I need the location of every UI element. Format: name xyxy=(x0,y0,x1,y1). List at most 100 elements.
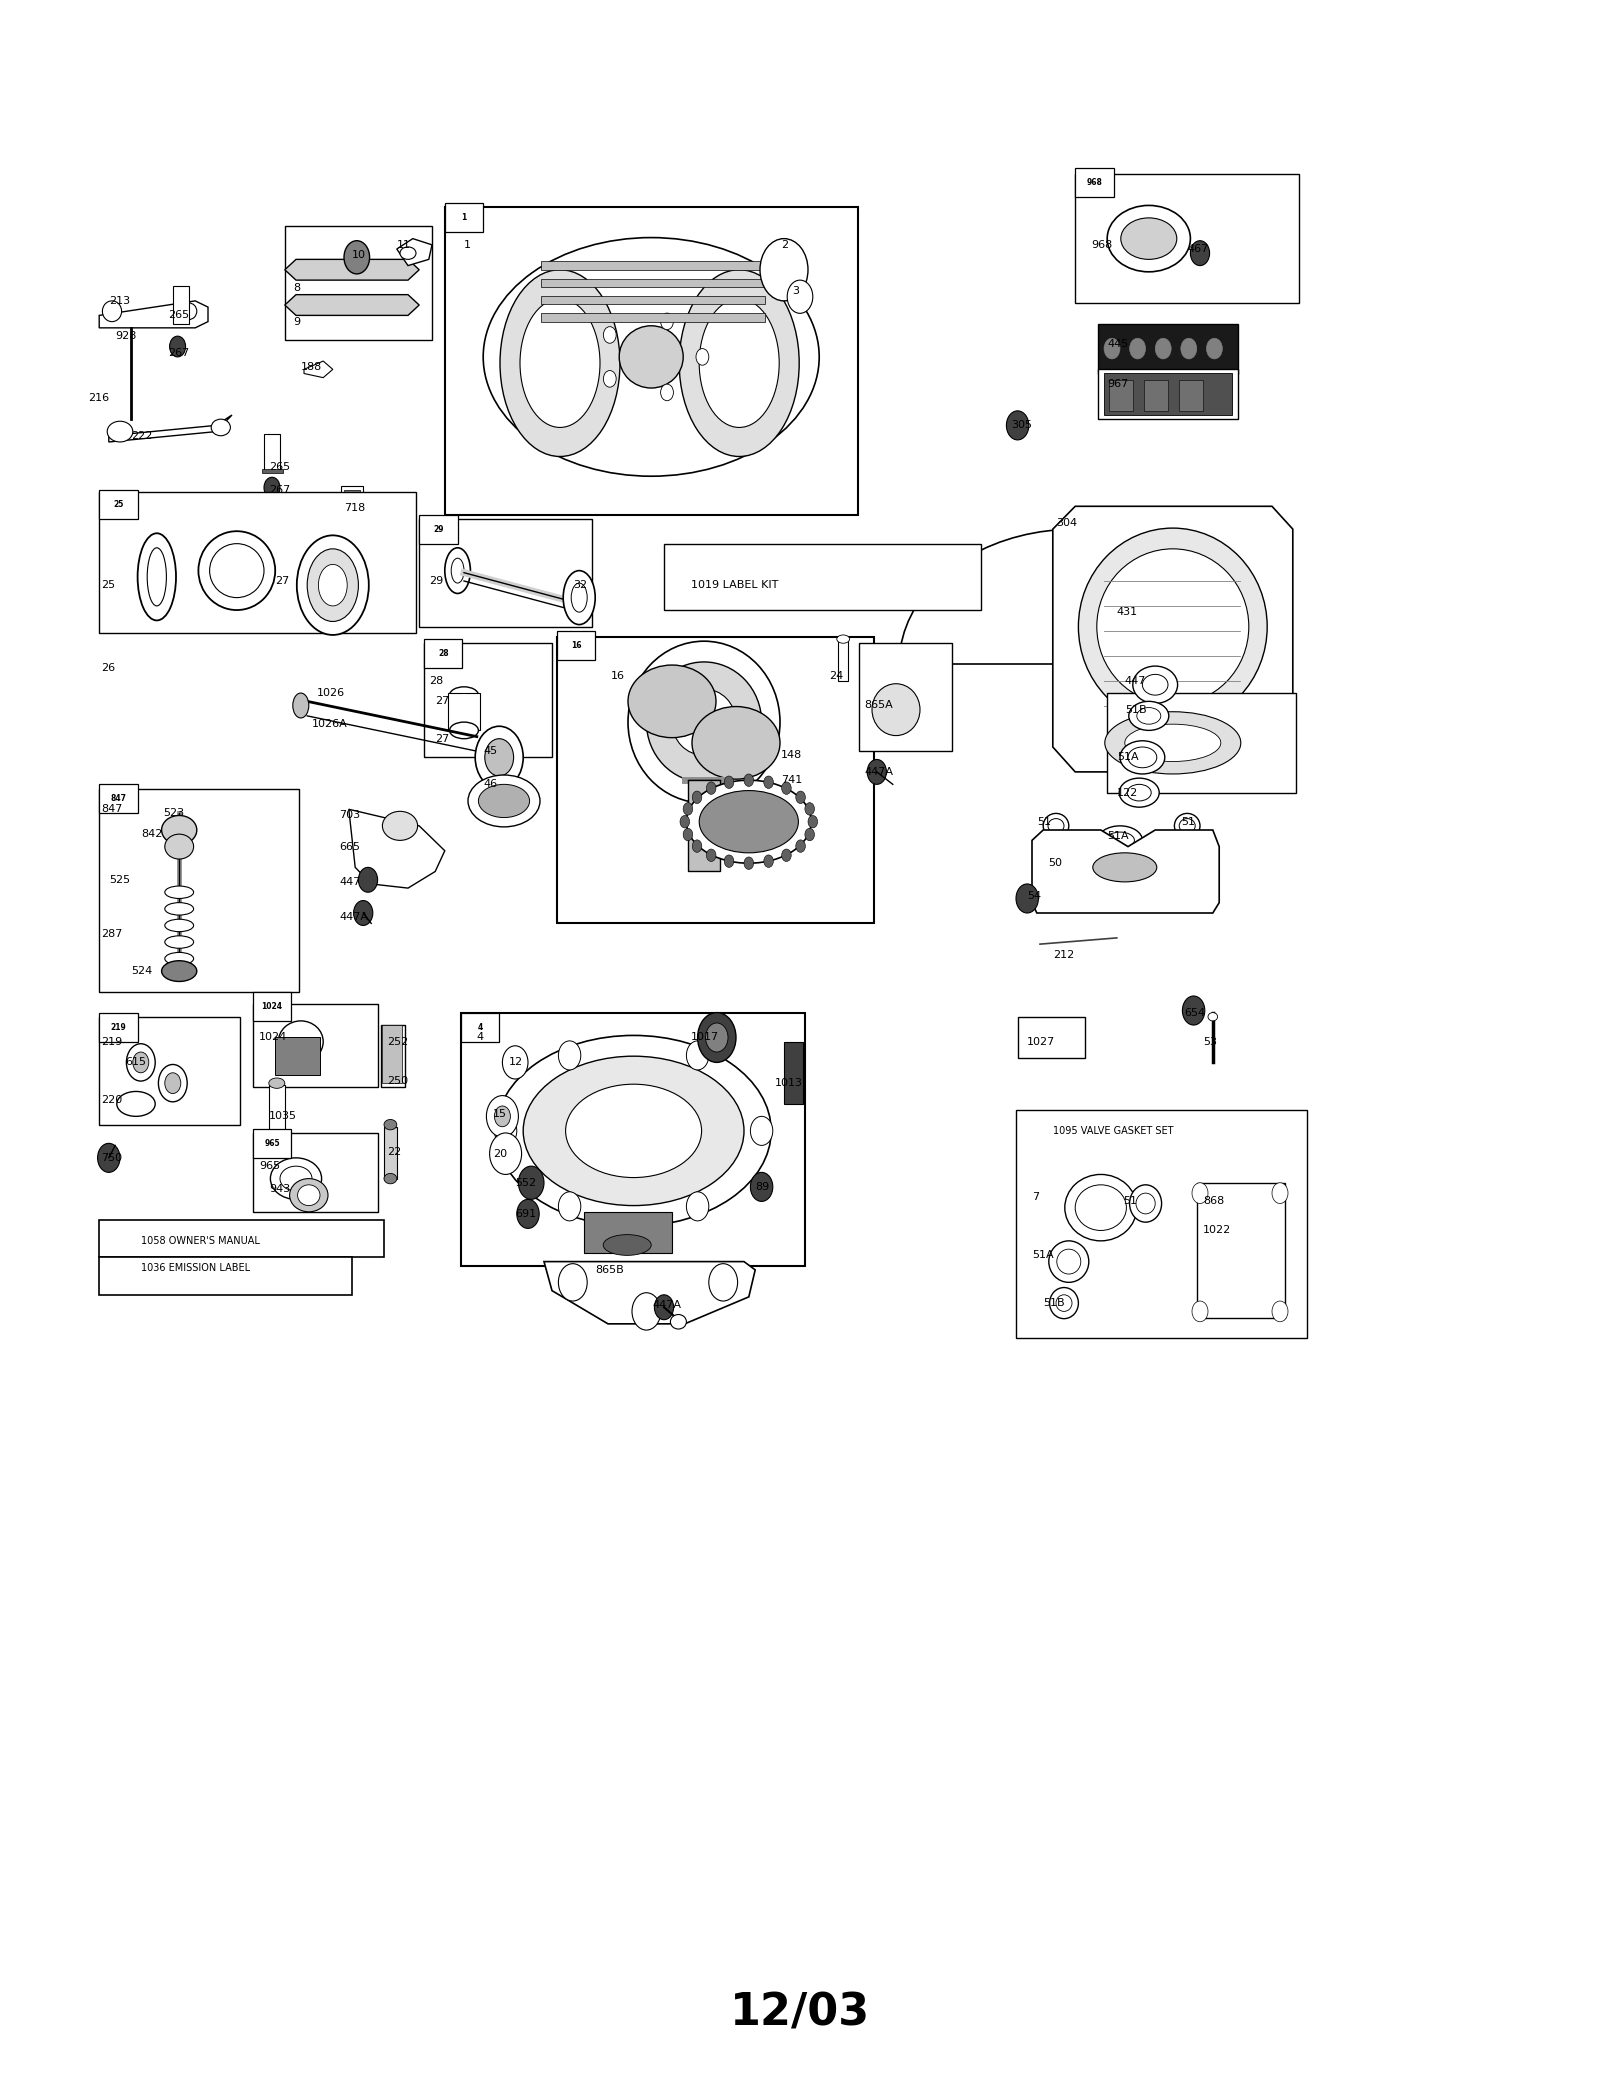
Text: 8: 8 xyxy=(293,284,299,293)
Ellipse shape xyxy=(563,571,595,625)
Bar xyxy=(1098,369,1238,419)
Text: 27: 27 xyxy=(435,697,450,706)
Bar xyxy=(541,261,765,270)
Bar xyxy=(253,1004,378,1087)
Polygon shape xyxy=(544,1262,755,1324)
Text: 50: 50 xyxy=(1048,859,1062,867)
Bar xyxy=(541,278,765,286)
Circle shape xyxy=(686,1042,709,1071)
Ellipse shape xyxy=(1208,1013,1218,1021)
Ellipse shape xyxy=(691,706,781,778)
Bar xyxy=(419,519,592,627)
Text: 847: 847 xyxy=(110,795,126,803)
Text: 703: 703 xyxy=(339,811,360,820)
Ellipse shape xyxy=(1136,708,1162,724)
Text: 213: 213 xyxy=(109,297,130,305)
Ellipse shape xyxy=(1136,1193,1155,1214)
Ellipse shape xyxy=(680,270,800,456)
Ellipse shape xyxy=(210,544,264,598)
Text: 287: 287 xyxy=(101,930,122,938)
Circle shape xyxy=(1181,338,1197,359)
Text: 552: 552 xyxy=(515,1179,536,1187)
Text: 15: 15 xyxy=(493,1110,507,1118)
Text: 51A: 51A xyxy=(1117,753,1139,762)
Text: 965: 965 xyxy=(264,1139,280,1147)
Bar xyxy=(253,1129,291,1158)
Circle shape xyxy=(490,1133,522,1174)
Bar xyxy=(1109,380,1133,411)
Circle shape xyxy=(1192,1183,1208,1204)
Ellipse shape xyxy=(1050,1286,1078,1320)
Ellipse shape xyxy=(1075,1185,1126,1230)
Circle shape xyxy=(661,384,674,400)
Ellipse shape xyxy=(1066,1174,1136,1241)
Text: 1: 1 xyxy=(461,214,467,222)
Ellipse shape xyxy=(384,1120,397,1129)
Text: 467: 467 xyxy=(1187,245,1208,253)
Circle shape xyxy=(750,1116,773,1145)
Ellipse shape xyxy=(269,1079,285,1089)
Ellipse shape xyxy=(690,708,718,737)
Circle shape xyxy=(603,326,616,342)
Circle shape xyxy=(686,1191,709,1220)
Circle shape xyxy=(683,803,693,815)
Text: 51: 51 xyxy=(1123,1197,1138,1206)
Text: 54: 54 xyxy=(1027,892,1042,901)
Ellipse shape xyxy=(1128,747,1157,768)
Circle shape xyxy=(1192,1301,1208,1322)
Text: 220: 220 xyxy=(101,1096,122,1104)
Text: 523: 523 xyxy=(163,809,184,818)
Text: 28: 28 xyxy=(429,676,443,685)
Ellipse shape xyxy=(270,1158,322,1199)
Text: 1022: 1022 xyxy=(1203,1226,1232,1235)
Text: 865A: 865A xyxy=(864,701,893,710)
Ellipse shape xyxy=(1093,853,1157,882)
Polygon shape xyxy=(285,259,419,280)
Text: 16: 16 xyxy=(611,672,626,681)
Text: 27: 27 xyxy=(435,735,450,743)
Circle shape xyxy=(517,1199,539,1228)
Text: 847: 847 xyxy=(101,805,122,813)
Ellipse shape xyxy=(198,531,275,610)
Ellipse shape xyxy=(1050,1241,1088,1282)
Text: 51: 51 xyxy=(1037,818,1051,826)
Ellipse shape xyxy=(165,834,194,859)
Circle shape xyxy=(680,815,690,828)
Circle shape xyxy=(787,280,813,313)
Circle shape xyxy=(706,849,715,861)
Ellipse shape xyxy=(293,693,309,718)
Ellipse shape xyxy=(117,1091,155,1116)
Ellipse shape xyxy=(165,936,194,948)
Text: 122: 122 xyxy=(1117,788,1138,797)
Ellipse shape xyxy=(478,784,530,818)
Text: 51A: 51A xyxy=(1032,1251,1054,1260)
Text: 89: 89 xyxy=(755,1183,770,1191)
Circle shape xyxy=(518,1166,544,1199)
Ellipse shape xyxy=(165,886,194,898)
Text: 46: 46 xyxy=(483,780,498,788)
Text: 2: 2 xyxy=(781,241,787,249)
Circle shape xyxy=(354,901,373,925)
Bar xyxy=(1104,374,1232,415)
Text: 16: 16 xyxy=(571,641,581,649)
Text: 265: 265 xyxy=(269,463,290,471)
Text: 1017: 1017 xyxy=(691,1033,720,1042)
Text: 216: 216 xyxy=(88,394,109,403)
Text: 45: 45 xyxy=(483,747,498,755)
Bar xyxy=(664,544,981,610)
Circle shape xyxy=(1272,1183,1288,1204)
Ellipse shape xyxy=(102,301,122,322)
Bar xyxy=(424,643,552,757)
Ellipse shape xyxy=(133,1052,149,1073)
Ellipse shape xyxy=(686,780,811,863)
Ellipse shape xyxy=(475,726,523,788)
Text: 868: 868 xyxy=(1203,1197,1224,1206)
Bar xyxy=(424,639,462,668)
Text: 447: 447 xyxy=(339,878,360,886)
Bar xyxy=(1098,324,1238,374)
Circle shape xyxy=(1006,411,1029,440)
Circle shape xyxy=(558,1042,581,1071)
Circle shape xyxy=(1206,338,1222,359)
Circle shape xyxy=(1104,338,1120,359)
Text: 1027: 1027 xyxy=(1027,1038,1056,1046)
